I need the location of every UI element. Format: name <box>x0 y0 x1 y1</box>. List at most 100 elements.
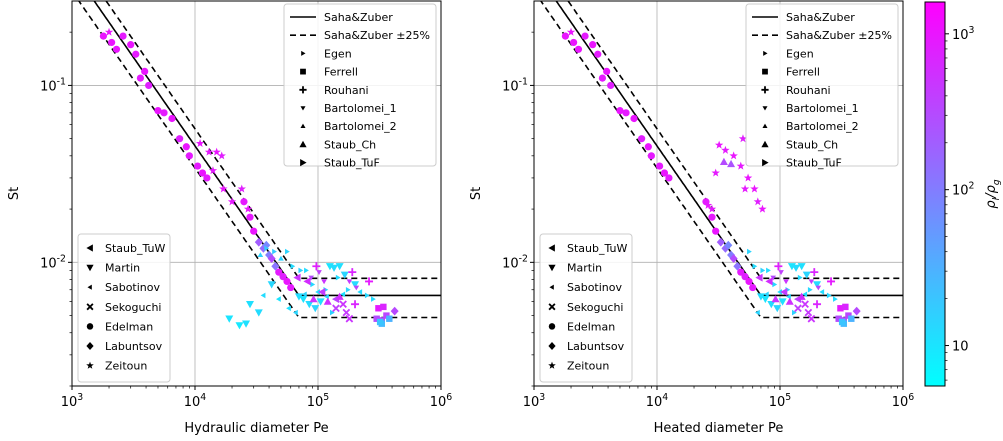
data-point <box>275 268 283 276</box>
data-point <box>198 169 207 177</box>
legend-label: Bartolomei_1 <box>324 102 397 115</box>
data-point <box>293 273 301 282</box>
data-point <box>145 81 153 90</box>
saha-zuber-upper-band <box>567 1 903 280</box>
data-point <box>763 291 769 298</box>
data-point <box>826 292 832 299</box>
legend-label: Staub_TuW <box>105 242 166 255</box>
data-point <box>733 261 742 271</box>
data-point <box>660 169 669 177</box>
legend-marker <box>548 361 556 369</box>
data-point <box>743 173 753 182</box>
legend-marker <box>548 264 556 272</box>
data-point <box>802 271 811 279</box>
data-point <box>727 159 736 168</box>
legend-marker <box>300 68 306 75</box>
data-point <box>561 32 569 40</box>
data-point <box>305 300 314 309</box>
data-point <box>323 297 332 305</box>
data-point <box>127 41 135 49</box>
data-point <box>808 279 815 285</box>
legend-marker <box>761 140 769 148</box>
legend-label: Sekoguchi <box>567 301 624 314</box>
data-point <box>283 277 291 286</box>
data-point <box>785 297 794 305</box>
data-point <box>813 300 822 309</box>
data-point <box>290 263 296 270</box>
data-point <box>342 308 351 317</box>
data-point <box>286 305 291 312</box>
data-point <box>801 300 809 309</box>
data-point <box>340 291 346 298</box>
data-point <box>204 147 214 156</box>
data-point <box>390 306 399 316</box>
data-point <box>185 152 193 160</box>
data-point <box>656 162 664 170</box>
data-point <box>607 81 615 90</box>
data-point <box>335 292 344 300</box>
correlation-lines <box>539 1 903 319</box>
legend-marker <box>299 86 307 94</box>
legend-lower-box <box>77 233 171 383</box>
data-point <box>259 243 268 253</box>
data-point <box>373 315 380 322</box>
data-point <box>778 270 784 275</box>
colorbar-label: ρl/ρg <box>984 179 1002 208</box>
data-point <box>160 109 168 117</box>
colorbar-tick-label: 102 <box>952 181 975 199</box>
data-point <box>813 281 822 289</box>
data-point <box>299 295 308 304</box>
data-point <box>760 267 766 274</box>
legend-marker <box>86 244 93 252</box>
data-point <box>371 296 376 302</box>
data-point <box>837 305 844 312</box>
data-point <box>237 184 246 193</box>
data-point <box>243 204 253 213</box>
y-tick-label: 10-2 <box>502 253 528 271</box>
data-point <box>797 263 806 271</box>
colorbar-tick-label: 10 <box>952 340 969 355</box>
legend-marker <box>762 106 768 111</box>
data-point <box>581 32 589 40</box>
legend-label: Sabotinov <box>567 281 623 294</box>
data-point <box>194 162 202 170</box>
data-point <box>802 291 808 298</box>
x-axis-label: Hydraulic diameter Pe <box>184 421 328 436</box>
data-point <box>777 289 782 295</box>
legend-marker <box>763 50 768 56</box>
data-point <box>794 304 802 313</box>
saha-zuber-lower-band <box>77 1 441 319</box>
data-point <box>792 264 801 272</box>
x-tick-label: 103 <box>61 392 84 410</box>
data-point <box>729 254 738 263</box>
legend-label: Labuntsov <box>567 340 625 353</box>
data-point <box>783 279 789 285</box>
data-point <box>240 198 248 206</box>
data-point <box>738 134 748 143</box>
data-point <box>827 277 836 286</box>
data-point <box>365 277 374 286</box>
data-point <box>353 285 360 291</box>
data-point <box>807 286 813 293</box>
data-point <box>303 277 311 286</box>
x-tick-label: 104 <box>646 392 669 410</box>
data-point <box>168 114 176 123</box>
data-point <box>176 135 184 143</box>
legend-lower: Staub_TuW Martin Sabotinov Sekoguchi Edelman… <box>539 233 633 383</box>
data-point <box>136 74 145 82</box>
legend-upper-box <box>283 3 437 167</box>
data-point <box>357 289 363 295</box>
legend-label: Martin <box>105 262 140 275</box>
y-axis-label: St <box>469 187 484 200</box>
data-point <box>335 274 341 281</box>
data-point <box>112 45 121 53</box>
legend-marker <box>301 50 306 56</box>
legend-marker <box>86 264 94 272</box>
data-point <box>287 283 295 292</box>
data-point <box>714 140 724 149</box>
data-point <box>380 303 387 311</box>
data-point <box>603 67 611 76</box>
colorbar: ρl/ρg <box>924 1 1002 387</box>
data-point <box>708 213 716 221</box>
data-point <box>740 184 750 193</box>
